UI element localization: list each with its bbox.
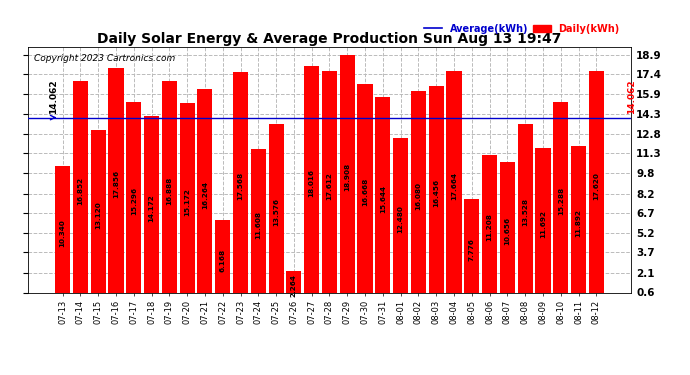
Legend: Average(kWh), Daily(kWh): Average(kWh), Daily(kWh) [420, 20, 624, 38]
Bar [108, 68, 124, 300]
Bar [73, 81, 88, 300]
Bar [215, 220, 230, 300]
Text: 2.264: 2.264 [291, 274, 297, 297]
Text: 18.908: 18.908 [344, 164, 351, 192]
Bar [233, 72, 248, 300]
Bar [144, 116, 159, 300]
Bar [322, 71, 337, 300]
Text: 17.856: 17.856 [113, 170, 119, 198]
Bar [428, 86, 444, 300]
Title: Daily Solar Energy & Average Production Sun Aug 13 19:47: Daily Solar Energy & Average Production … [97, 32, 562, 46]
Bar [411, 92, 426, 300]
Text: 6.168: 6.168 [219, 249, 226, 272]
Text: 7.776: 7.776 [469, 238, 475, 261]
Text: 11.692: 11.692 [540, 210, 546, 238]
Text: 15.644: 15.644 [380, 184, 386, 213]
Bar [482, 154, 497, 300]
Text: 10.340: 10.340 [59, 219, 66, 247]
Text: 17.664: 17.664 [451, 171, 457, 200]
Text: 14.172: 14.172 [148, 194, 155, 222]
Bar [90, 130, 106, 300]
Bar [250, 150, 266, 300]
Bar [161, 81, 177, 300]
Text: 17.612: 17.612 [326, 172, 333, 200]
Text: 15.296: 15.296 [131, 187, 137, 215]
Bar [286, 271, 302, 300]
Text: 13.576: 13.576 [273, 198, 279, 226]
Bar [464, 199, 480, 300]
Text: 16.456: 16.456 [433, 179, 440, 207]
Bar [446, 71, 462, 300]
Text: 16.264: 16.264 [202, 181, 208, 209]
Bar [339, 55, 355, 300]
Text: 16.852: 16.852 [77, 177, 83, 205]
Bar [126, 102, 141, 300]
Text: 11.608: 11.608 [255, 211, 262, 239]
Text: 14.062: 14.062 [627, 79, 636, 114]
Text: 13.528: 13.528 [522, 198, 528, 226]
Bar [589, 71, 604, 300]
Text: 17.568: 17.568 [237, 172, 244, 200]
Bar [571, 146, 586, 300]
Text: 14.062: 14.062 [49, 79, 58, 114]
Bar [179, 103, 195, 300]
Text: 11.208: 11.208 [486, 213, 493, 242]
Text: 11.892: 11.892 [575, 209, 582, 237]
Text: 15.288: 15.288 [558, 187, 564, 215]
Bar [375, 97, 391, 300]
Bar [197, 89, 213, 300]
Text: 17.620: 17.620 [593, 172, 600, 200]
Bar [268, 124, 284, 300]
Text: 18.016: 18.016 [308, 169, 315, 197]
Text: 12.480: 12.480 [397, 205, 404, 233]
Text: 16.888: 16.888 [166, 176, 172, 205]
Bar [55, 166, 70, 300]
Bar [393, 138, 408, 300]
Text: 16.668: 16.668 [362, 178, 368, 206]
Bar [518, 124, 533, 300]
Bar [304, 66, 319, 300]
Text: 15.172: 15.172 [184, 188, 190, 216]
Bar [500, 162, 515, 300]
Bar [357, 84, 373, 300]
Text: 10.656: 10.656 [504, 217, 511, 245]
Bar [535, 148, 551, 300]
Text: 16.080: 16.080 [415, 182, 422, 210]
Text: Copyright 2023 Cartronics.com: Copyright 2023 Cartronics.com [34, 54, 175, 63]
Text: 13.120: 13.120 [95, 201, 101, 229]
Bar [553, 102, 569, 300]
